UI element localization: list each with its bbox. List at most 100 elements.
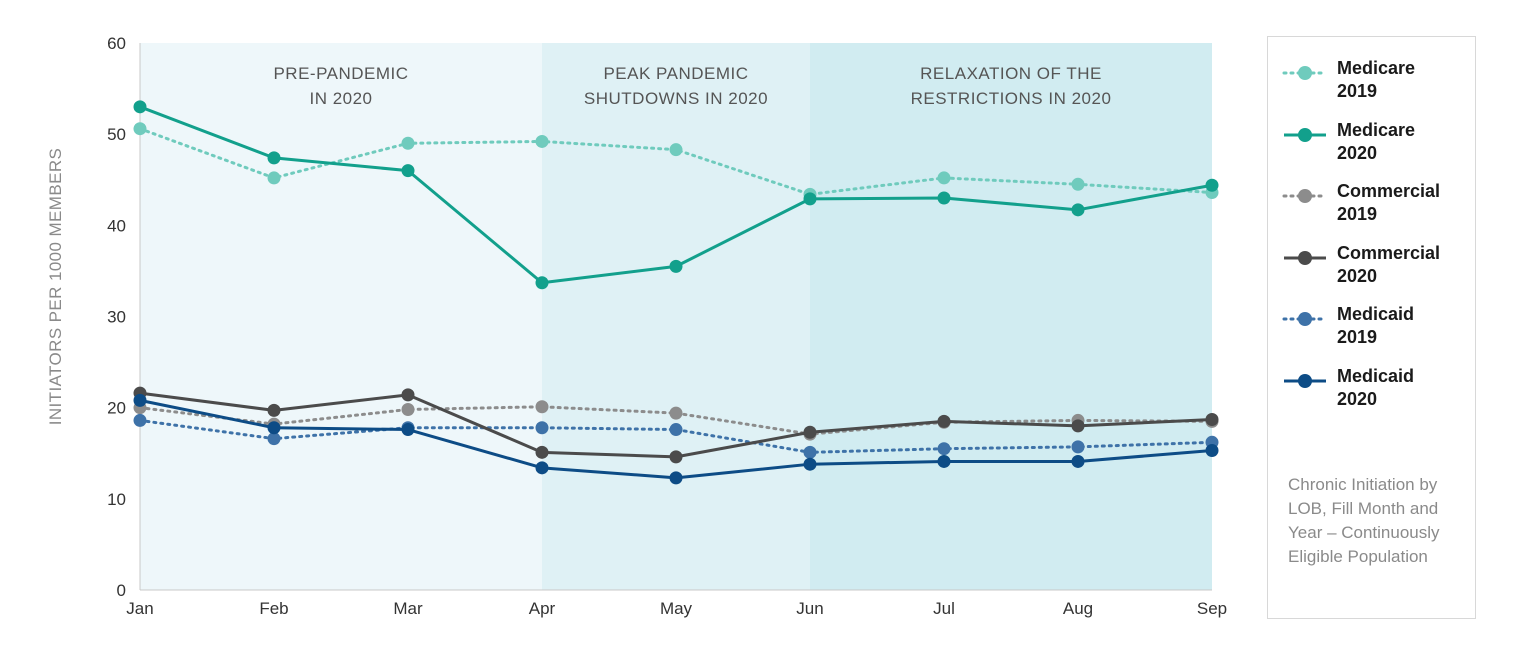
- legend-label-line: Medicaid: [1337, 365, 1415, 386]
- legend-item: Medicare 2020: [1268, 119, 1477, 169]
- data-point: [937, 414, 951, 428]
- data-point: [1205, 413, 1219, 427]
- period-label-line: PRE-PANDEMIC: [273, 64, 408, 83]
- data-point: [937, 454, 951, 468]
- data-point: [937, 191, 951, 205]
- data-point: [535, 400, 549, 414]
- period-label-line: RELAXATION OF THE: [920, 64, 1102, 83]
- period-label-line: IN 2020: [309, 89, 372, 108]
- data-point: [803, 192, 817, 206]
- data-point: [1205, 444, 1219, 458]
- series-medicare-2019: [133, 122, 1219, 201]
- legend-swatch-icon: [1282, 189, 1328, 203]
- series-medicaid-2020: [133, 393, 1219, 485]
- legend-swatch-icon: [1284, 127, 1326, 142]
- period-labels: PRE-PANDEMIC IN 2020 PEAK PANDEMIC SHUTDOWN…: [273, 64, 1112, 108]
- data-point: [267, 421, 281, 435]
- data-point: [133, 393, 147, 407]
- data-point: [669, 423, 683, 437]
- x-tick-label: Mar: [393, 599, 423, 618]
- data-point: [535, 276, 549, 290]
- legend-label-line: 2020: [1337, 265, 1378, 286]
- data-point: [133, 100, 147, 114]
- y-tick-label: 20: [107, 399, 126, 418]
- data-point: [401, 402, 415, 416]
- x-tick-label: Apr: [529, 599, 556, 618]
- data-point: [1071, 440, 1085, 454]
- data-point: [267, 403, 281, 417]
- legend-item: Medicare 2019: [1268, 57, 1477, 107]
- legend-label-line: 2019: [1337, 204, 1378, 224]
- period-band-1: [140, 43, 542, 590]
- data-point: [1071, 203, 1085, 217]
- period-label-line: RESTRICTIONS IN 2020: [911, 89, 1112, 108]
- data-point: [937, 442, 951, 456]
- data-point: [401, 136, 415, 150]
- series-layer: [133, 100, 1219, 485]
- data-point: [267, 151, 281, 165]
- x-tick-label: Feb: [259, 599, 288, 618]
- legend-label: Medicare 2019: [1337, 57, 1473, 103]
- legend-swatch-icon: [1282, 66, 1328, 80]
- legend-label: Medicare 2020: [1337, 119, 1473, 165]
- legend-label: Commercial 2020: [1337, 242, 1473, 288]
- data-point: [1071, 177, 1085, 191]
- period-label-line: SHUTDOWNS IN 2020: [584, 89, 768, 108]
- data-point: [669, 450, 683, 464]
- x-tick-label: May: [660, 599, 693, 618]
- data-point: [133, 413, 147, 427]
- legend-note: Chronic Initiation by LOB, Fill Month an…: [1288, 475, 1440, 566]
- data-point: [1205, 178, 1219, 192]
- data-point: [133, 122, 147, 136]
- line-chart: PRE-PANDEMIC IN 2020 PEAK PANDEMIC SHUTDOWN…: [46, 34, 1227, 618]
- data-point: [401, 388, 415, 402]
- period-label-3: RELAXATION OF THE RESTRICTIONS IN 2020: [911, 64, 1112, 108]
- legend-swatch-icon: [1284, 373, 1326, 388]
- legend-item: Medicaid 2020: [1268, 365, 1477, 415]
- legend-label-line: 2020: [1337, 142, 1378, 163]
- data-point: [803, 425, 817, 439]
- series-medicare-2020: [133, 100, 1219, 290]
- y-tick-label: 40: [107, 216, 126, 235]
- data-point: [401, 423, 415, 437]
- legend-item: Commercial 2020: [1268, 242, 1477, 292]
- series-commercial-2020: [133, 386, 1219, 464]
- y-tick-label: 10: [107, 490, 126, 509]
- data-point: [669, 143, 683, 157]
- x-tick-label: Jul: [933, 599, 955, 618]
- data-point: [535, 421, 549, 435]
- legend-label-line: Commercial: [1337, 181, 1441, 201]
- legend-item: Medicaid 2019: [1268, 303, 1477, 353]
- data-point: [267, 171, 281, 185]
- data-point: [669, 406, 683, 420]
- period-label-2: PEAK PANDEMIC SHUTDOWNS IN 2020: [584, 64, 768, 108]
- legend-label-line: 2019: [1337, 81, 1378, 101]
- x-tick-label: Aug: [1063, 599, 1093, 618]
- legend-label-line: Medicaid: [1337, 304, 1415, 324]
- legend: Medicare 2019 Medicare 2020 Commercial 2019 Co…: [1267, 36, 1476, 619]
- legend-label: Medicaid 2019: [1337, 303, 1473, 349]
- legend-label: Medicaid 2020: [1337, 365, 1473, 411]
- data-point: [535, 134, 549, 148]
- data-point: [535, 445, 549, 459]
- data-point: [1071, 454, 1085, 468]
- x-tick-label: Jun: [796, 599, 823, 618]
- legend-label-line: Medicare: [1337, 58, 1416, 78]
- period-band-2: [542, 43, 810, 590]
- legend-label-line: Medicare: [1337, 119, 1416, 140]
- data-point: [401, 164, 415, 178]
- legend-label-line: 2019: [1337, 327, 1378, 347]
- y-tick-label: 60: [107, 34, 126, 53]
- y-axis-label: INITIATORS PER 1000 MEMBERS: [46, 148, 65, 426]
- data-point: [937, 171, 951, 185]
- data-point: [1071, 419, 1085, 433]
- y-tick-label: 0: [117, 581, 126, 600]
- data-point: [803, 457, 817, 471]
- period-label-line: PEAK PANDEMIC: [603, 64, 748, 83]
- data-point: [267, 432, 281, 446]
- data-point: [535, 461, 549, 475]
- data-point: [803, 445, 817, 459]
- data-point: [669, 259, 683, 273]
- period-label-1: PRE-PANDEMIC IN 2020: [273, 64, 408, 108]
- y-tick-label: 30: [107, 308, 126, 327]
